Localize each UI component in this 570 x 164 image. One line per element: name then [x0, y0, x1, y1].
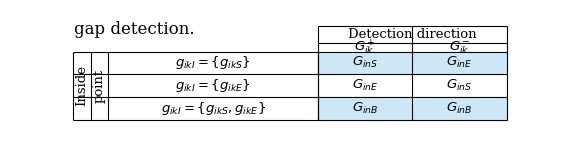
- Text: $G_{inB}$: $G_{inB}$: [352, 101, 378, 116]
- Text: $G_{inE}$: $G_{inE}$: [352, 78, 378, 93]
- Text: Inside: Inside: [75, 65, 88, 106]
- Text: $g_{ikI} = \{g_{ikS}, g_{ikE}\}$: $g_{ikI} = \{g_{ikS}, g_{ikE}\}$: [161, 100, 266, 117]
- Text: Detection direction: Detection direction: [348, 28, 477, 41]
- Bar: [317, 97, 507, 120]
- Text: $G^+_{ik}$: $G^+_{ik}$: [354, 38, 376, 57]
- Text: $G_{inE}$: $G_{inE}$: [446, 55, 473, 70]
- Text: $G^-_{ik}$: $G^-_{ik}$: [449, 39, 470, 56]
- Text: $G_{inB}$: $G_{inB}$: [446, 101, 473, 116]
- Text: gap detection.: gap detection.: [74, 21, 195, 38]
- Text: $g_{ikI} = \{g_{ikS}\}$: $g_{ikI} = \{g_{ikS}\}$: [175, 54, 251, 71]
- Text: $g_{ikI} = \{g_{ikE}\}$: $g_{ikI} = \{g_{ikE}\}$: [175, 77, 251, 94]
- Text: $G_{inS}$: $G_{inS}$: [446, 78, 473, 93]
- Bar: [317, 52, 507, 74]
- Text: point: point: [93, 69, 106, 103]
- Text: $G_{inS}$: $G_{inS}$: [352, 55, 378, 70]
